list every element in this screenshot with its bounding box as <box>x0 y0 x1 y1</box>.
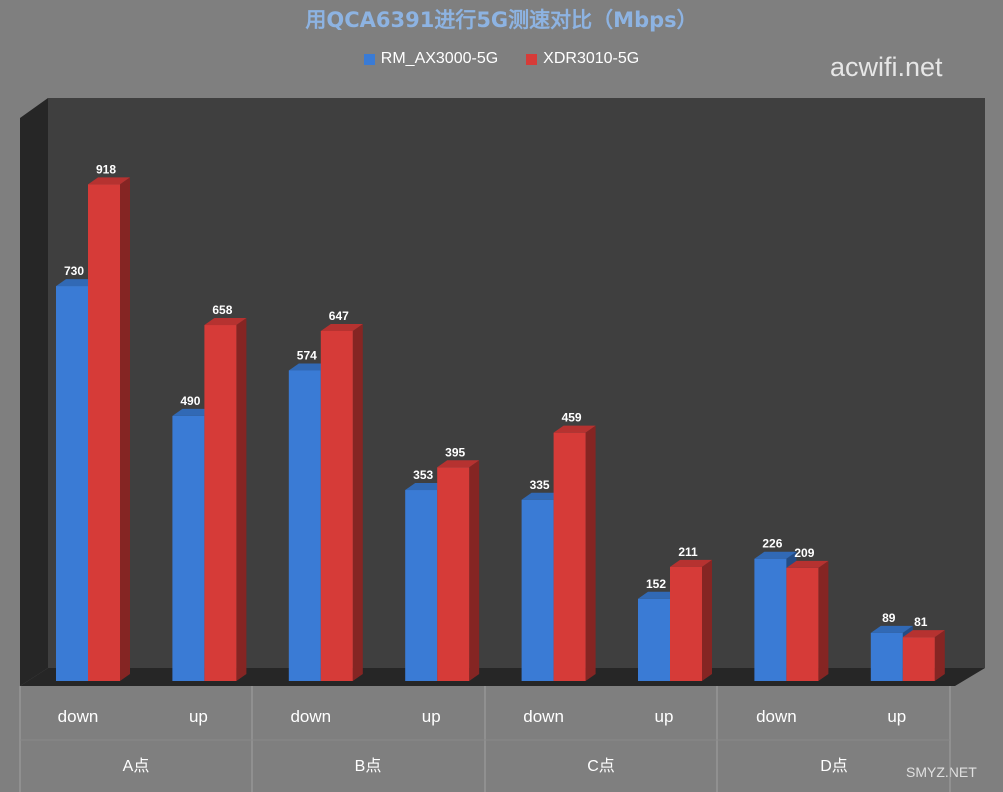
legend-swatch-series-2 <box>526 53 538 65</box>
bar-2-8 <box>902 630 945 681</box>
data-label-1-5: 335 <box>530 478 550 492</box>
bar-front <box>553 432 586 681</box>
data-label-1-4: 353 <box>413 468 433 482</box>
watermark: acwifi.net <box>830 52 943 82</box>
bar-top <box>204 318 247 326</box>
bar-2-4 <box>437 460 480 681</box>
data-label-2-1: 918 <box>96 162 116 176</box>
data-label-2-8: 81 <box>914 615 928 629</box>
data-label-1-3: 574 <box>297 348 317 362</box>
data-label-1-8: 89 <box>882 611 896 625</box>
bar-top <box>437 460 480 468</box>
bar-top <box>902 630 945 638</box>
bar-top <box>870 625 913 633</box>
legend-swatch-series-1 <box>363 53 375 65</box>
bar-front <box>437 467 470 681</box>
bar-front <box>172 415 205 681</box>
legend: RM_AX3000-5G XDR3010-5G <box>0 50 1003 68</box>
bar-front <box>56 286 88 681</box>
bar-top <box>754 551 797 559</box>
labels-layer: 730 918 down 490 658 up 574 647 down 353 395 up 335 4… <box>58 162 928 775</box>
category-label-8: up <box>887 707 906 726</box>
bar-top <box>521 492 564 500</box>
bar-side <box>934 630 945 681</box>
data-label-2-6: 211 <box>678 545 698 559</box>
group-label-2: B点 <box>355 757 382 775</box>
bar-2-6 <box>670 559 712 681</box>
bar-side <box>120 177 130 681</box>
bar-front <box>902 637 935 681</box>
bar-side <box>236 318 247 681</box>
bar-side <box>469 460 480 681</box>
data-label-2-3: 647 <box>329 309 349 323</box>
category-label-5: down <box>523 707 564 726</box>
data-label-2-5: 459 <box>562 411 582 425</box>
bar-side <box>585 425 596 681</box>
bar-2-2 <box>204 318 247 681</box>
bar-front <box>870 632 903 681</box>
plot-back-wall <box>48 98 985 668</box>
bar-front <box>204 325 237 681</box>
bar-2-3 <box>320 323 363 681</box>
bar-front <box>521 499 554 681</box>
legend-label-series-2: XDR3010-5G <box>543 50 640 67</box>
group-label-4: D点 <box>820 757 848 775</box>
bar-front <box>88 184 120 681</box>
bar-side <box>702 559 712 681</box>
data-label-1-6: 152 <box>646 577 666 591</box>
chart-title: 用QCA6391进行5G测速对比（Mbps） <box>305 8 698 32</box>
bar-top <box>786 560 829 568</box>
data-label-2-4: 395 <box>445 445 465 459</box>
bar-top <box>405 483 448 491</box>
bars-layer <box>56 177 945 681</box>
bar-top <box>172 408 215 416</box>
data-label-1-7: 226 <box>762 537 782 551</box>
category-label-4: up <box>422 707 441 726</box>
bar-top <box>288 363 331 371</box>
data-label-1-2: 490 <box>180 394 200 408</box>
bar-side <box>352 323 363 681</box>
watermark-bottom: SMYZ.NET <box>906 764 977 780</box>
bar-top <box>320 323 363 331</box>
plot-left-wall <box>20 98 48 686</box>
legend-item-series-1: RM_AX3000-5G <box>363 50 499 68</box>
bar-side <box>818 560 829 681</box>
group-label-1: A点 <box>123 757 150 775</box>
legend-item-series-2: XDR3010-5G <box>526 50 639 68</box>
legend-label-series-1: RM_AX3000-5G <box>380 50 499 67</box>
data-label-2-7: 209 <box>794 546 814 560</box>
group-label-3: C点 <box>587 757 615 775</box>
bar-front <box>288 370 321 681</box>
bar-top <box>670 559 712 567</box>
bar-front <box>754 558 787 681</box>
bar-top <box>638 591 680 599</box>
bar-front <box>405 490 438 681</box>
bar-top <box>88 177 130 185</box>
category-label-2: up <box>189 707 208 726</box>
data-label-1-1: 730 <box>64 264 84 278</box>
bar-front <box>638 598 670 681</box>
data-label-2-2: 658 <box>212 303 232 317</box>
bar-top <box>56 279 98 287</box>
category-label-7: down <box>756 707 797 726</box>
bar-2-7 <box>786 560 829 681</box>
bar-2-5 <box>553 425 596 681</box>
bar-front <box>670 566 702 681</box>
category-label-6: up <box>655 707 674 726</box>
category-label-1: down <box>58 707 99 726</box>
bar-top <box>553 425 596 433</box>
bar-2-1 <box>88 177 130 681</box>
category-label-3: down <box>290 707 331 726</box>
category-table <box>19 686 951 792</box>
bar-front <box>786 567 819 681</box>
bar-front <box>320 330 353 681</box>
plot-floor <box>20 668 985 686</box>
